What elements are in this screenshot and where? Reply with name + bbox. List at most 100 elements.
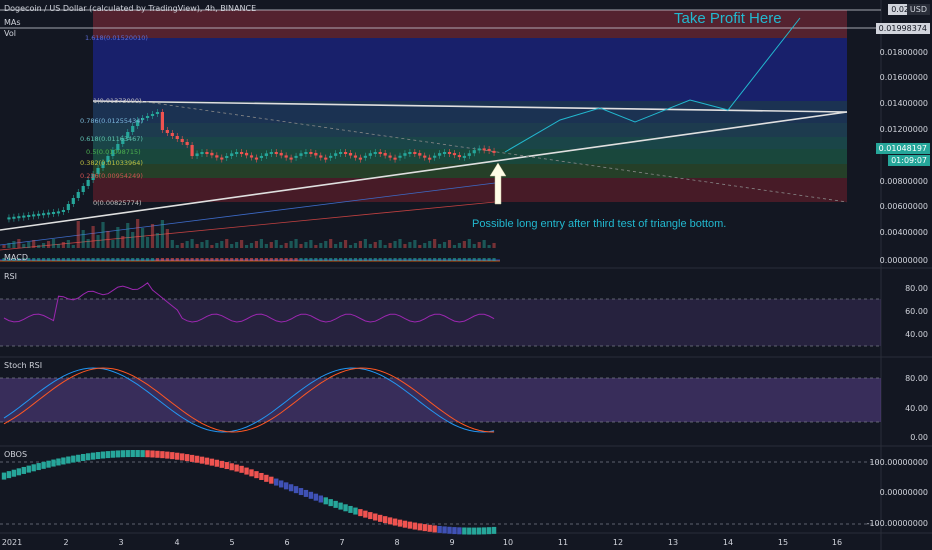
volume-bar — [482, 240, 486, 248]
obos-bar — [115, 450, 121, 458]
fib-label-0786: 0.786(0.01255434) — [80, 117, 143, 125]
macd-histogram — [2, 258, 496, 261]
volume-bar — [111, 240, 115, 248]
chart-title[interactable]: Dogecoin / US Dollar (calculated by Trad… — [4, 4, 257, 13]
macd-bar — [348, 258, 353, 261]
take-profit-text[interactable]: Take Profit Here — [674, 10, 782, 27]
obos-bar — [368, 512, 373, 520]
rsi-line — [3, 282, 495, 323]
macd-bar — [46, 258, 51, 261]
obos-axis-label: 0.00000000 — [879, 488, 928, 497]
price-tag-top[interactable]: 0.02 — [888, 4, 912, 15]
macd-bar — [215, 258, 219, 261]
macd-bar — [393, 258, 397, 261]
macd-bar — [343, 258, 348, 261]
macd-bar — [319, 258, 323, 261]
macd-bar — [91, 258, 95, 261]
obos-bar — [184, 454, 190, 462]
macd-bar — [81, 258, 85, 261]
obos-bar — [308, 491, 314, 499]
obos-bar — [71, 455, 76, 463]
macd-bar — [17, 258, 21, 261]
price-tag-target[interactable]: 0.01998374 — [875, 23, 930, 34]
volume-bar — [76, 221, 80, 248]
volume-bar — [2, 245, 6, 248]
obos-label[interactable]: OBOS — [4, 450, 28, 459]
obos-bar — [155, 450, 160, 458]
triangle-bottom-line[interactable] — [0, 111, 848, 231]
macd-bar — [254, 258, 259, 261]
volume-bar — [289, 241, 293, 248]
macd-bar — [249, 258, 254, 261]
macd-bar — [383, 258, 387, 261]
obos-bar — [219, 460, 224, 468]
price-tag-current[interactable]: 0.01048197 — [875, 143, 930, 154]
obos-bar — [343, 504, 348, 512]
mas-label[interactable]: MAs — [4, 18, 21, 27]
trend-dashed-line[interactable] — [139, 100, 848, 203]
fib-zone-0618 — [93, 137, 847, 149]
obos-bar — [481, 527, 487, 535]
macd-bar — [96, 258, 100, 261]
macd-bar — [477, 258, 481, 261]
volume-bar — [254, 241, 259, 248]
macd-bar — [185, 258, 189, 261]
volume-bar — [348, 245, 353, 248]
volume-bar — [487, 245, 491, 248]
macd-bar — [413, 258, 417, 261]
obos-bar — [382, 516, 388, 524]
macd-bar — [467, 258, 471, 261]
triangle-top-line[interactable] — [92, 100, 848, 113]
obos-bar — [61, 457, 66, 465]
macd-label[interactable]: MACD — [4, 253, 28, 262]
obos-bar — [407, 521, 413, 529]
obos-bar — [397, 519, 403, 527]
ma-red-line — [0, 201, 496, 251]
volume-bar — [368, 244, 372, 248]
candlestick-series — [7, 109, 496, 223]
volume-bar — [343, 240, 348, 248]
macd-bar — [76, 258, 80, 261]
date-axis-label: 3 — [118, 538, 124, 547]
fib-label-0618: 0.618(0.01163467) — [80, 135, 143, 143]
volume-bar — [393, 241, 397, 248]
date-axis-label: 4 — [174, 538, 180, 547]
rsi-label[interactable]: RSI — [4, 272, 17, 281]
price-axis-label: 0.00400000 — [879, 228, 928, 237]
vol-label[interactable]: Vol — [4, 29, 16, 38]
macd-bar — [403, 258, 407, 261]
macd-bar — [284, 258, 288, 261]
fib-zone-0786 — [93, 123, 847, 137]
date-axis-label: 2021 — [1, 538, 23, 547]
volume-bar — [7, 243, 11, 248]
entry-note-text[interactable]: Possible long entry after third test of … — [472, 218, 727, 230]
volume-bar — [17, 239, 21, 248]
rsi-band — [0, 299, 881, 346]
volume-bar — [230, 244, 234, 248]
volume-bar — [353, 243, 358, 248]
macd-bar — [259, 258, 263, 261]
fib-zone-1 — [93, 101, 847, 123]
projection-path[interactable] — [504, 17, 801, 153]
volume-bar — [180, 243, 184, 248]
volume-bar — [299, 244, 303, 248]
stoch-rsi-label[interactable]: Stoch RSI — [4, 361, 43, 370]
macd-bar — [334, 258, 338, 261]
macd-bar — [388, 258, 392, 261]
currency-button[interactable]: USD — [906, 4, 930, 15]
macd-bar — [200, 258, 204, 261]
obos-bar — [140, 450, 145, 458]
obos-bar — [402, 520, 408, 528]
fib-zone-target — [93, 10, 847, 38]
obos-bar — [392, 518, 398, 526]
volume-bar — [195, 244, 199, 248]
volume-bar — [126, 223, 130, 248]
volume-bar — [185, 241, 189, 248]
macd-bar — [438, 258, 442, 261]
macd-bar — [32, 258, 36, 261]
macd-bar — [106, 258, 110, 261]
macd-bar — [2, 258, 6, 261]
volume-bar — [200, 242, 204, 248]
